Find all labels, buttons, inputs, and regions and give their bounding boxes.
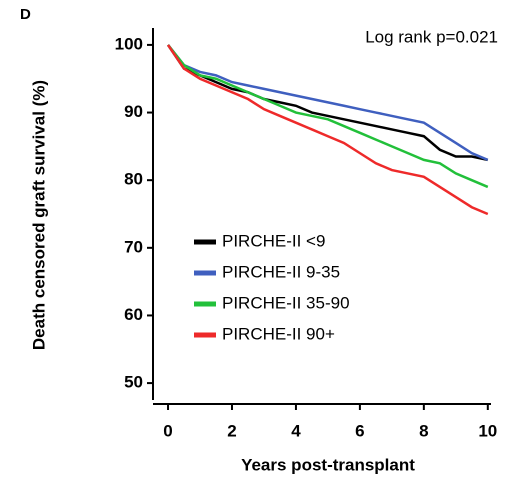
y-axis-label: Death censored graft survival (%) — [29, 80, 48, 350]
annotation: Log rank p=0.021 — [365, 27, 498, 46]
y-tick-label: 90 — [124, 102, 143, 121]
y-tick-label: 70 — [124, 237, 143, 256]
legend-label: PIRCHE-II 35-90 — [222, 293, 350, 312]
y-tick-label: 100 — [115, 34, 143, 53]
legend-label: PIRCHE-II 9-35 — [222, 262, 340, 281]
x-tick-label: 0 — [163, 421, 172, 440]
x-tick-label: 4 — [291, 421, 301, 440]
x-tick-label: 2 — [227, 421, 236, 440]
x-tick-label: 10 — [478, 421, 497, 440]
x-tick-label: 6 — [355, 421, 364, 440]
legend-label: PIRCHE-II 90+ — [222, 324, 335, 343]
y-tick-label: 80 — [124, 170, 143, 189]
survival-line — [166, 44, 489, 216]
y-tick-label: 50 — [124, 373, 143, 392]
x-tick-label: 8 — [419, 421, 428, 440]
y-tick-label: 60 — [124, 305, 143, 324]
survival-line — [166, 44, 489, 162]
panel-label: D — [20, 6, 31, 23]
legend-label: PIRCHE-II <9 — [222, 231, 325, 250]
survival-line — [167, 44, 489, 189]
survival-line — [167, 44, 489, 162]
x-axis-label: Years post-transplant — [241, 455, 415, 474]
